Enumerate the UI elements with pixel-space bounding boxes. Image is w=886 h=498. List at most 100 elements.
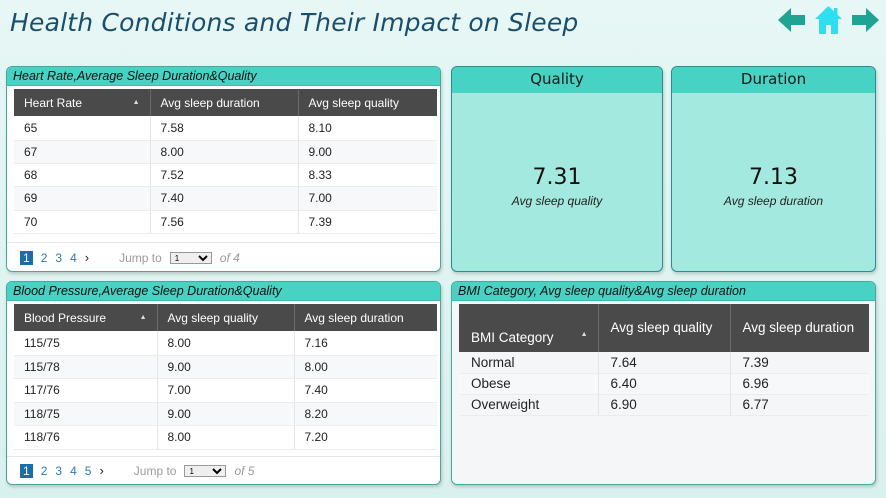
- table-row[interactable]: 118/75 9.00 8.20: [14, 402, 437, 426]
- bmi-panel-title: BMI Category, Avg sleep quality&Avg slee…: [452, 282, 875, 301]
- column-header-avg-sleep-quality[interactable]: Avg sleep quality: [598, 304, 731, 352]
- page-link-4[interactable]: 4: [70, 463, 77, 478]
- cell: 8.00: [150, 140, 299, 164]
- cell: 9.00: [157, 355, 295, 379]
- blood-pressure-panel-title: Blood Pressure,Average Sleep Duration&Qu…: [7, 282, 440, 301]
- quality-card-header: Quality: [452, 67, 662, 93]
- column-header-avg-sleep-quality[interactable]: Avg sleep quality: [157, 304, 295, 331]
- cell: Normal: [459, 352, 599, 374]
- cell: 8.33: [298, 163, 437, 187]
- back-arrow-icon[interactable]: [777, 5, 806, 35]
- jump-to-label: Jump to: [133, 463, 177, 478]
- cell: 8.20: [294, 402, 437, 426]
- quality-label: Avg sleep quality: [511, 194, 603, 208]
- heart-rate-table: Heart Rate ▲ Avg sleep duration Avg sleep…: [14, 89, 437, 234]
- page-link-1[interactable]: 1: [20, 463, 33, 478]
- blood-pressure-table: Blood Pressure ▲ Avg sleep quality Avg sl…: [14, 304, 437, 450]
- table-row[interactable]: 65 7.58 8.10: [14, 116, 437, 141]
- page-link-4[interactable]: 4: [70, 250, 77, 265]
- page-title: Health Conditions and Their Impact on Sl…: [10, 8, 579, 37]
- divider: [7, 242, 440, 243]
- forward-arrow-icon[interactable]: [851, 5, 880, 35]
- cell: 7.56: [150, 210, 299, 234]
- cell: 6.40: [598, 373, 731, 395]
- jump-to-select[interactable]: 1: [169, 251, 212, 264]
- cell: Obese: [459, 373, 599, 395]
- cell: 69: [14, 186, 151, 211]
- cell: 68: [14, 163, 151, 187]
- column-header-avg-sleep-duration[interactable]: Avg sleep duration: [730, 304, 869, 352]
- table-row[interactable]: 70 7.56 7.39: [14, 210, 437, 234]
- duration-label: Avg sleep duration: [723, 194, 824, 208]
- sort-ascending-icon[interactable]: ▲: [580, 331, 588, 338]
- cell: 118/75: [14, 402, 158, 426]
- next-page-icon[interactable]: ›: [84, 250, 90, 265]
- jump-to-select[interactable]: 1: [184, 464, 227, 477]
- table-row[interactable]: Normal 7.64 7.39: [459, 352, 869, 374]
- page-link-5[interactable]: 5: [84, 463, 92, 478]
- nav-buttons: [777, 5, 880, 35]
- cell: 6.77: [730, 394, 869, 416]
- cell: 7.64: [598, 352, 731, 374]
- table-row[interactable]: Obese 6.40 6.96: [459, 373, 869, 395]
- column-header-heart-rate[interactable]: Heart Rate ▲: [14, 89, 151, 116]
- cell: 7.00: [157, 378, 295, 403]
- column-header-avg-sleep-quality[interactable]: Avg sleep quality: [298, 89, 437, 116]
- sort-ascending-icon[interactable]: ▲: [132, 98, 140, 106]
- page-count-label: of 4: [219, 250, 240, 265]
- column-header-avg-sleep-duration[interactable]: Avg sleep duration: [150, 89, 299, 116]
- table-row[interactable]: Overweight 6.90 6.77: [459, 394, 869, 416]
- bmi-panel: BMI Category, Avg sleep quality&Avg slee…: [451, 281, 876, 485]
- cell: 7.39: [730, 352, 869, 374]
- table-row[interactable]: 115/78 9.00 8.00: [14, 355, 437, 379]
- home-icon[interactable]: [814, 5, 843, 35]
- heart-rate-panel-title: Heart Rate,Average Sleep Duration&Qualit…: [7, 67, 440, 86]
- sort-ascending-icon[interactable]: ▲: [139, 313, 147, 321]
- page-link-2[interactable]: 2: [40, 463, 48, 478]
- page-link-3[interactable]: 3: [55, 463, 63, 478]
- bmi-table: BMI Category ▲ Avg sleep quality Avg slee…: [459, 304, 869, 416]
- cell: 6.96: [730, 373, 869, 395]
- cell: 8.00: [157, 425, 295, 450]
- cell: 70: [14, 210, 151, 234]
- cell: 115/78: [14, 355, 158, 379]
- column-header-bmi-category[interactable]: BMI Category ▲: [459, 304, 599, 352]
- next-page-icon[interactable]: ›: [99, 463, 104, 478]
- heart-rate-pager: 1 2 3 4 › Jump to 1 of 4: [20, 250, 240, 265]
- page-link-1[interactable]: 1: [20, 250, 33, 265]
- cell: 8.10: [298, 116, 437, 141]
- cell: 9.00: [157, 402, 295, 426]
- divider: [7, 456, 440, 457]
- blood-pressure-pager: 1 2 3 4 5 › Jump to 1 of 5: [20, 463, 254, 478]
- cell: 6.90: [598, 394, 731, 416]
- table-row[interactable]: 117/76 7.00 7.40: [14, 378, 437, 403]
- cell: 65: [14, 116, 151, 141]
- table-row[interactable]: 69 7.40 7.00: [14, 186, 437, 211]
- page-link-3[interactable]: 3: [55, 250, 63, 265]
- duration-card-header: Duration: [672, 67, 875, 93]
- quality-value: 7.31: [532, 165, 582, 190]
- cell: 7.20: [294, 425, 437, 450]
- page-link-2[interactable]: 2: [40, 250, 48, 265]
- cell: 118/76: [14, 425, 158, 450]
- column-header-avg-sleep-duration[interactable]: Avg sleep duration: [294, 304, 437, 331]
- cell: 8.00: [294, 355, 437, 379]
- cell: 67: [14, 140, 151, 164]
- cell: 9.00: [298, 140, 437, 164]
- cell: 115/75: [14, 331, 158, 356]
- duration-card: Duration 7.13 Avg sleep duration: [671, 66, 876, 272]
- table-row[interactable]: 118/76 8.00 7.20: [14, 425, 437, 450]
- cell: 117/76: [14, 378, 158, 403]
- cell: 7.39: [298, 210, 437, 234]
- cell: 7.40: [150, 186, 299, 211]
- cell: 7.52: [150, 163, 299, 187]
- cell: 7.00: [298, 186, 437, 211]
- cell: 7.16: [294, 331, 437, 356]
- column-header-blood-pressure[interactable]: Blood Pressure ▲: [14, 304, 158, 331]
- cell: Overweight: [459, 394, 599, 416]
- table-row[interactable]: 115/75 8.00 7.16: [14, 331, 437, 356]
- table-row[interactable]: 67 8.00 9.00: [14, 140, 437, 164]
- blood-pressure-panel: Blood Pressure,Average Sleep Duration&Qu…: [6, 281, 441, 485]
- heart-rate-panel: Heart Rate,Average Sleep Duration&Qualit…: [6, 66, 441, 272]
- table-row[interactable]: 68 7.52 8.33: [14, 163, 437, 187]
